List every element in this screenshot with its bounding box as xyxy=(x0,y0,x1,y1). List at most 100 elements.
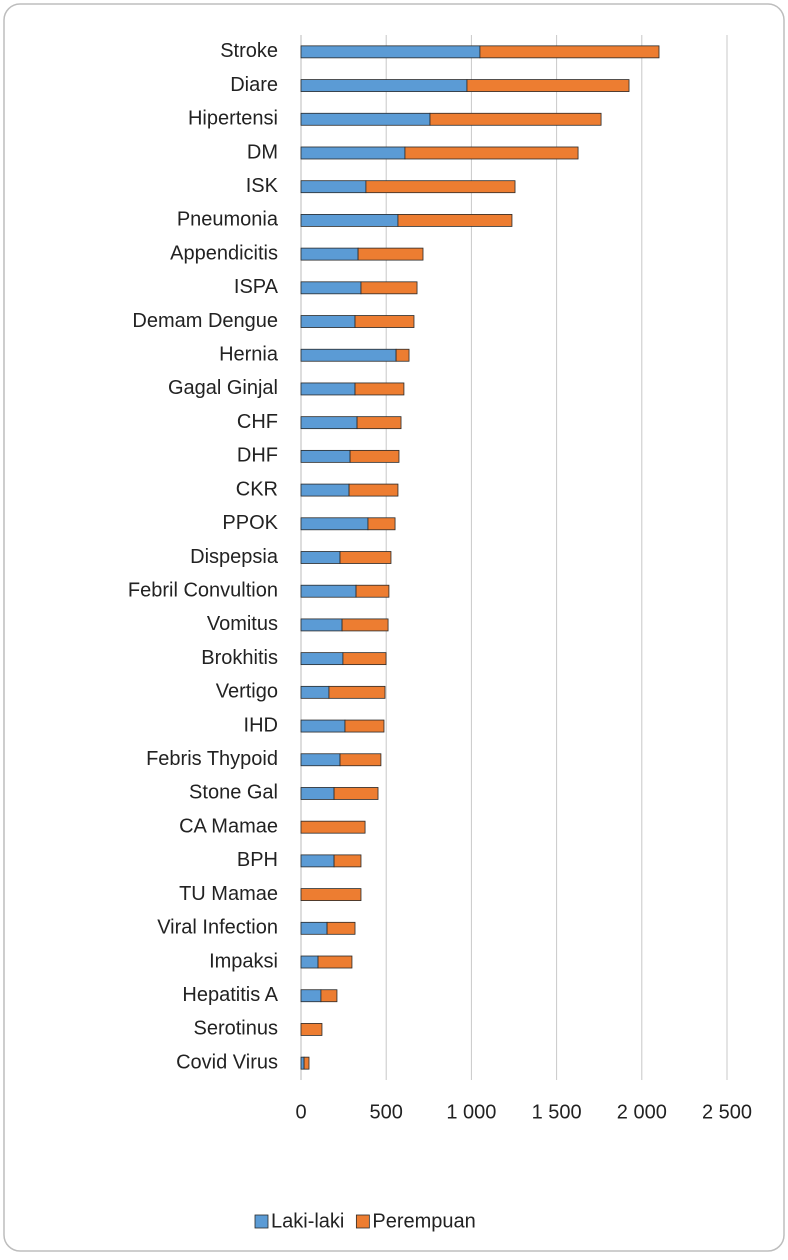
y-tick-label: DHF xyxy=(237,445,278,467)
bar-segment xyxy=(300,1023,323,1036)
bar-segment xyxy=(300,348,397,362)
x-tick-label: 2 000 xyxy=(617,1101,667,1123)
bar-segment xyxy=(300,45,481,59)
bar-segment xyxy=(355,584,390,598)
bar-segment xyxy=(429,112,602,126)
bar-segment xyxy=(300,921,328,935)
bar-segment xyxy=(300,483,350,497)
y-tick-label: IHD xyxy=(244,714,278,736)
y-tick-label: Vertigo xyxy=(216,681,278,703)
legend-label: Laki-laki xyxy=(271,1210,344,1232)
bar-segment xyxy=(300,146,406,160)
bar-segment xyxy=(326,921,356,935)
y-tick-label: DM xyxy=(247,141,278,163)
y-tick-label: Diare xyxy=(230,74,278,96)
bar-segment xyxy=(333,854,362,868)
bar-segment xyxy=(300,584,357,598)
y-tick-label: Demam Dengue xyxy=(132,310,278,332)
y-tick-label: ISPA xyxy=(234,276,279,298)
bar-segment xyxy=(300,416,358,430)
bar-segment xyxy=(300,719,346,733)
bar-segment xyxy=(300,79,468,92)
bar-segment xyxy=(342,652,387,666)
bar-segment xyxy=(339,551,392,564)
bar-segment xyxy=(300,787,335,800)
bar-segment xyxy=(365,180,516,194)
y-tick-label: Impaksi xyxy=(209,950,278,972)
bar-segment xyxy=(395,348,410,362)
bar-segment xyxy=(333,787,379,800)
bar-segment xyxy=(300,989,322,1003)
bar-segment xyxy=(300,112,431,126)
y-tick-label: Vomitus xyxy=(207,613,278,635)
bar-segment xyxy=(348,483,399,497)
bar-segment xyxy=(339,753,382,767)
bar-segment xyxy=(300,820,366,834)
bar-segment xyxy=(317,955,353,969)
bar-segment xyxy=(328,685,386,699)
bar-segment xyxy=(360,281,418,295)
bar-segment xyxy=(300,551,341,564)
y-tick-label: Stroke xyxy=(220,40,278,62)
y-tick-label: Covid Virus xyxy=(176,1051,278,1073)
y-tick-label: Hipertensi xyxy=(188,108,278,130)
x-tick-label: 1 000 xyxy=(446,1101,496,1123)
x-tick-label: 0 xyxy=(295,1101,306,1123)
y-tick-label: Pneumonia xyxy=(177,209,279,231)
bar-segment xyxy=(367,517,396,531)
y-tick-label: CKR xyxy=(236,478,278,500)
y-tick-label: Febris Thypoid xyxy=(146,748,278,770)
y-tick-label: CA Mamae xyxy=(179,815,278,837)
bar-segment xyxy=(357,247,424,261)
bar-segment xyxy=(300,180,367,194)
bar-segment xyxy=(300,247,359,261)
y-tick-label: Hernia xyxy=(219,344,279,366)
bar-segment xyxy=(397,214,513,227)
y-tick-label: Viral Infection xyxy=(157,917,278,939)
y-tick-label: BPH xyxy=(237,849,278,871)
bar-segment xyxy=(300,517,369,531)
x-tick-label: 2 500 xyxy=(702,1101,752,1123)
bar-segment xyxy=(300,281,362,295)
bar-segment xyxy=(354,382,405,396)
y-tick-label: Brokhitis xyxy=(201,647,278,669)
bar-segment xyxy=(356,416,402,430)
bar-segment xyxy=(300,955,319,969)
bar-segment xyxy=(404,146,579,160)
bar-segment xyxy=(300,1056,305,1070)
bar-segment xyxy=(300,214,399,227)
bar-segment xyxy=(300,753,341,767)
bar-segment xyxy=(300,618,343,632)
bar-segment xyxy=(344,719,385,733)
bar-segment xyxy=(354,315,415,328)
bar-segment xyxy=(479,45,660,59)
y-tick-label: CHF xyxy=(237,411,278,433)
bar-segment xyxy=(466,79,630,92)
legend-label: Perempuan xyxy=(372,1210,475,1232)
bar-segment xyxy=(303,1056,310,1070)
legend-swatch xyxy=(254,1214,269,1229)
bar-segment xyxy=(300,315,356,328)
x-tick-label: 500 xyxy=(370,1101,403,1123)
y-tick-label: Serotinus xyxy=(194,1018,279,1040)
legend-swatch xyxy=(355,1214,370,1229)
y-tick-label: Febril Convultion xyxy=(128,579,278,601)
bar-segment xyxy=(300,888,362,901)
bar-segment xyxy=(341,618,389,632)
y-tick-label: Appendicitis xyxy=(170,242,278,264)
y-tick-label: Gagal Ginjal xyxy=(168,377,278,399)
bar-segment xyxy=(320,989,338,1003)
frame xyxy=(3,3,785,1252)
bar-segment xyxy=(300,854,335,868)
x-tick-label: 1 500 xyxy=(532,1101,582,1123)
y-tick-label: ISK xyxy=(246,175,279,197)
bar-segment xyxy=(300,652,344,666)
bar-segment xyxy=(349,449,400,463)
bar-segment xyxy=(300,685,330,699)
y-tick-label: Stone Gal xyxy=(189,782,278,804)
bar-segment xyxy=(300,382,356,396)
y-tick-label: TU Mamae xyxy=(179,883,278,905)
y-tick-label: Dispepsia xyxy=(190,546,279,568)
bar-segment xyxy=(300,449,351,463)
